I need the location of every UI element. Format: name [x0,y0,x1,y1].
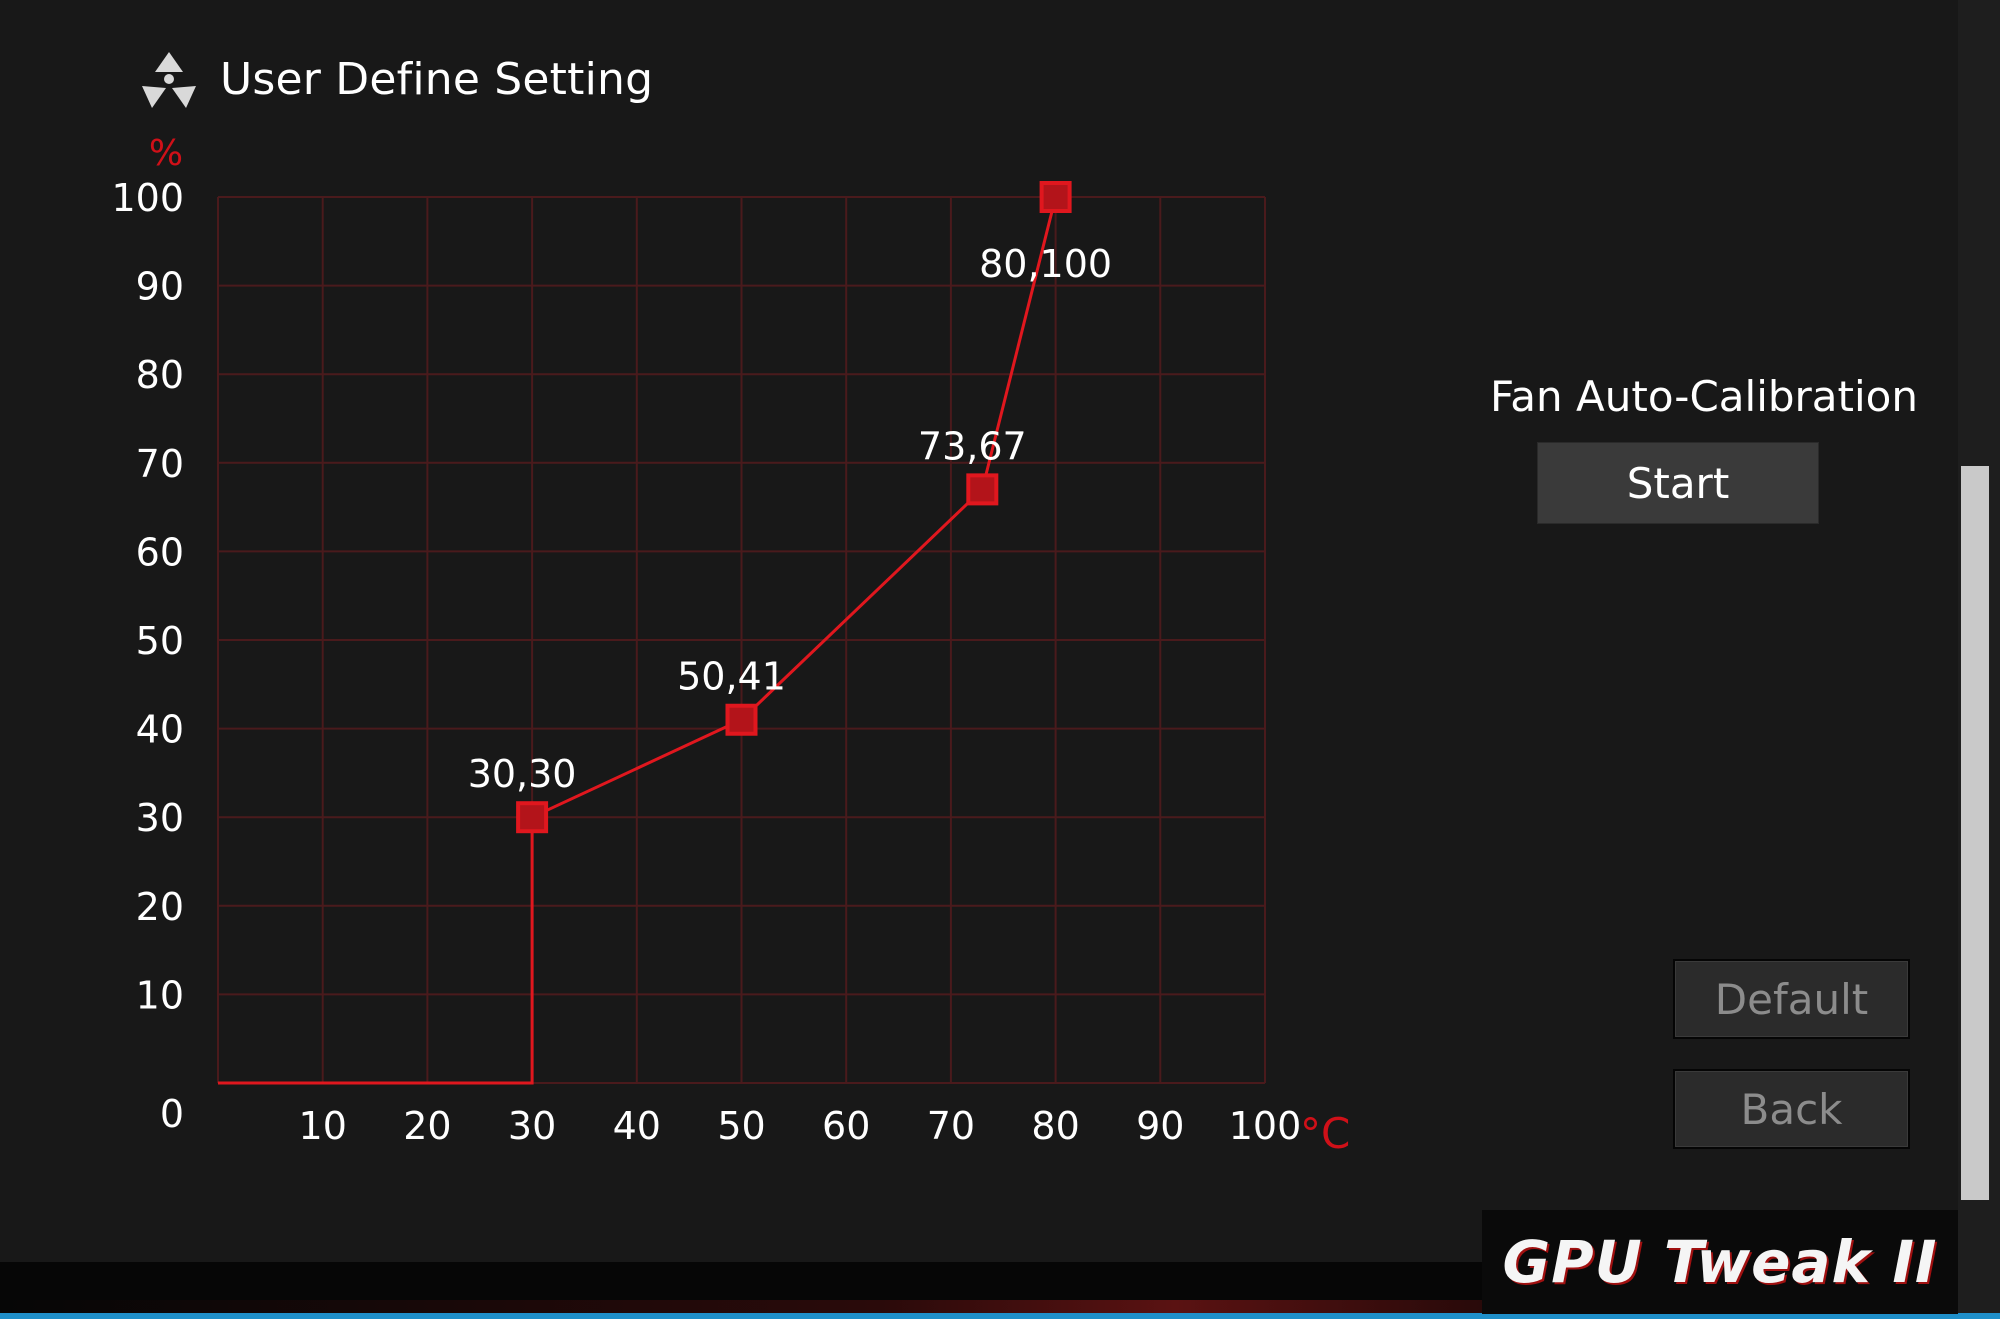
back-button[interactable]: Back [1673,1069,1910,1149]
y-axis-unit: % [149,133,183,174]
curve-point-label: 73,67 [918,424,1027,468]
x-tick-label: 10 [299,1104,347,1148]
x-tick-label: 50 [717,1104,765,1148]
curve-point-handle[interactable] [516,801,549,834]
y-tick-label: 60 [136,530,184,574]
y-tick-label: 20 [136,885,184,929]
window-bottom-edge [0,1313,2000,1319]
y-tick-label: 30 [136,796,184,840]
brand-text: GPU Tweak II [1502,1228,1938,1296]
y-tick-label: 10 [136,973,184,1017]
y-tick-label: 90 [136,265,184,309]
y-tick-label: 80 [136,353,184,397]
y-tick-label: 50 [136,619,184,663]
calibration-start-button[interactable]: Start [1537,442,1819,524]
y-tick-label: 100 [111,176,184,220]
curve-point-handle[interactable] [1039,181,1072,213]
curve-point-handle[interactable] [966,473,999,506]
curve-point-label: 80,100 [979,242,1112,286]
x-tick-label: 20 [403,1104,451,1148]
x-tick-label: 70 [927,1104,975,1148]
curve-point-label: 30,30 [468,752,577,796]
panel-header: User Define Setting [136,44,653,114]
curve-point-handle[interactable] [725,703,758,736]
vertical-scrollbar[interactable] [1958,0,2000,1319]
page-title: User Define Setting [220,53,654,105]
x-tick-label: 90 [1136,1104,1184,1148]
brand-logo: GPU Tweak II [1482,1210,1958,1314]
x-tick-label: 30 [508,1104,556,1148]
x-tick-label: 60 [822,1104,870,1148]
y-tick-label: 70 [136,442,184,486]
origin-label: 0 [160,1092,184,1136]
x-tick-label: 100 [1229,1104,1302,1148]
curve-point-label: 50,41 [677,655,786,699]
scrollbar-thumb[interactable] [1961,466,1989,1200]
x-tick-label: 80 [1031,1104,1079,1148]
y-tick-label: 40 [136,708,184,752]
fan-curve-line [218,196,1058,1085]
x-tick-label: 40 [613,1104,661,1148]
fan-icon [142,52,196,108]
default-button[interactable]: Default [1673,959,1910,1039]
fan-curve-chart[interactable]: 10 20 30 40 50 60 70 80 90 100 0 10 20 30 40 50 60 70 80 90… [0,0,1400,1160]
calibration-label: Fan Auto-Calibration [1490,372,1918,421]
x-axis-unit: °C [1300,1109,1350,1158]
